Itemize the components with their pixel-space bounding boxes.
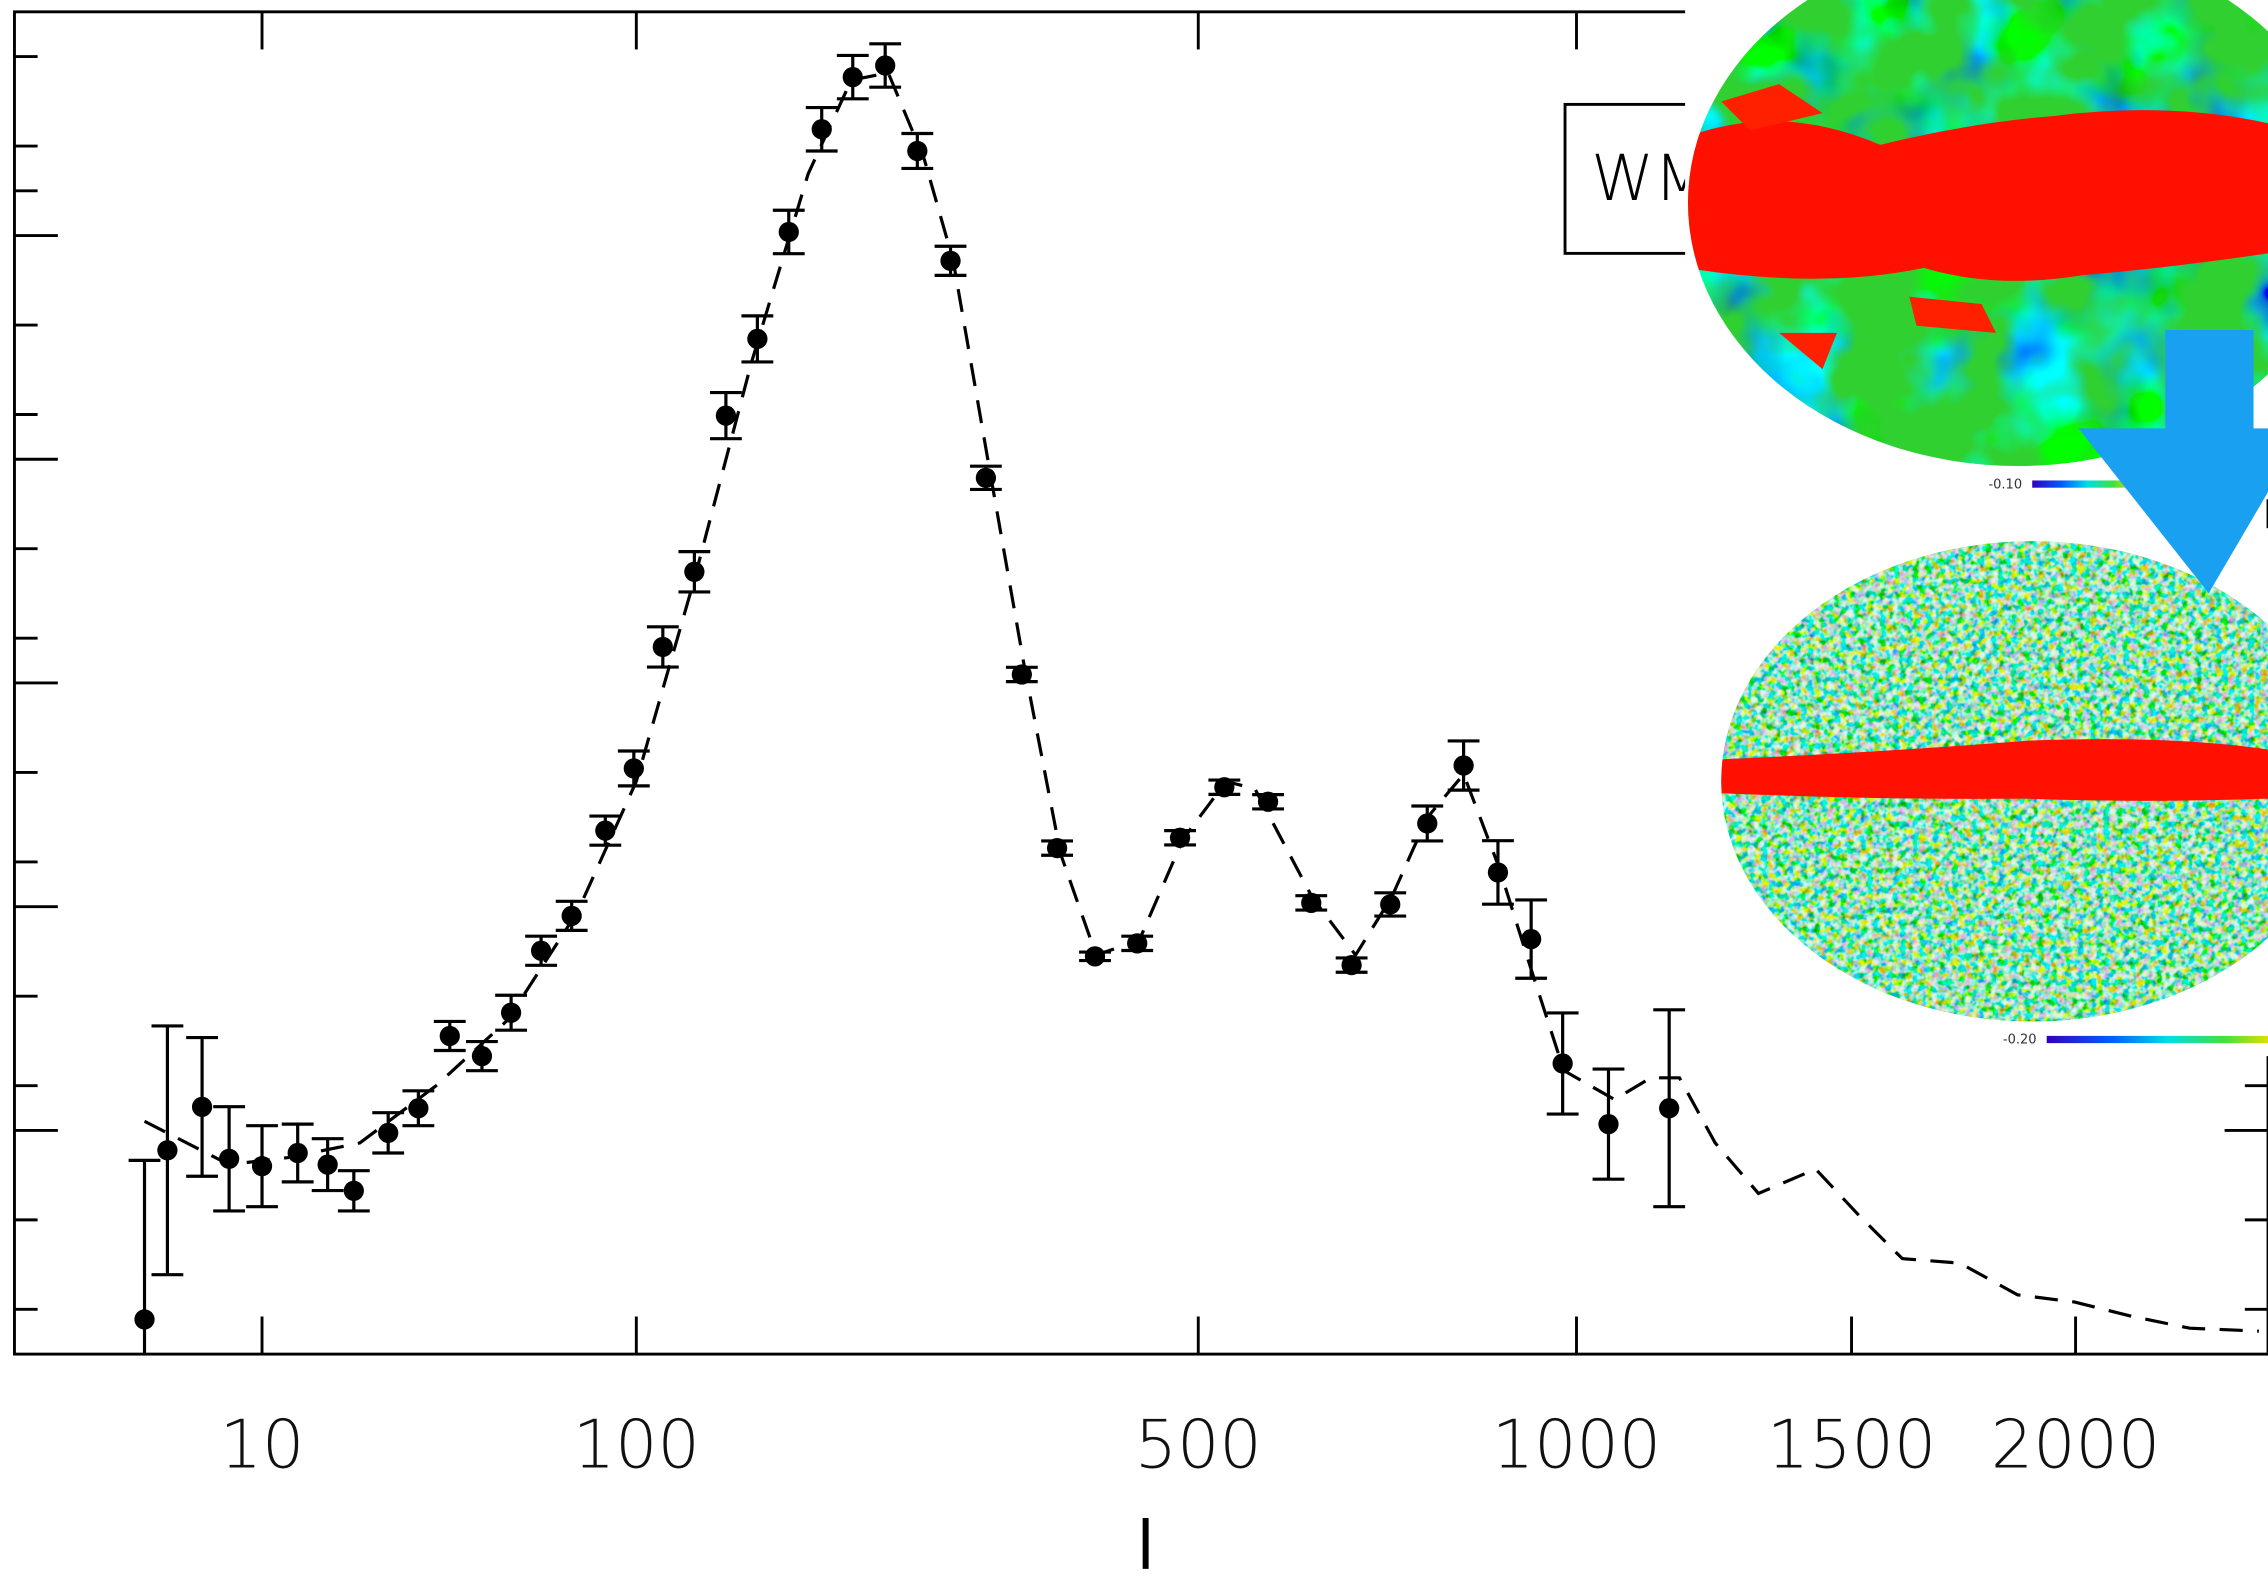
x-tick-label: 1500 — [1767, 1406, 1936, 1484]
colorbar-label: -0.20 — [2003, 1033, 2037, 1048]
x-tick-label: 1000 — [1492, 1406, 1661, 1484]
data-point — [287, 1142, 308, 1164]
colorbar — [2032, 480, 2134, 488]
x-tick-label: 10 — [220, 1406, 305, 1484]
data-point — [1521, 928, 1542, 950]
sky-map-overlay: -0.10 -0.20 — [1685, 0, 2268, 1057]
data-point — [1214, 777, 1235, 798]
data-point — [778, 221, 799, 243]
data-point — [1257, 791, 1279, 812]
data-point — [1011, 664, 1032, 685]
data-point — [907, 140, 928, 162]
data-point — [875, 55, 896, 76]
model-line — [143, 71, 2259, 1333]
data-point — [684, 561, 705, 582]
data-point — [715, 405, 737, 426]
data-point — [378, 1122, 399, 1143]
colorbar-label: -0.10 — [1988, 477, 2022, 492]
arrow — [2078, 330, 2268, 594]
data-point — [940, 250, 961, 271]
sky-map-bottom — [1721, 541, 2268, 1022]
x-axis-label: l — [1136, 1507, 1154, 1580]
data-point — [1453, 755, 1474, 776]
data-point — [408, 1098, 429, 1119]
data-point — [530, 940, 552, 961]
data-point — [134, 1309, 155, 1330]
data-point — [343, 1180, 364, 1201]
x-tick-label: 2000 — [1991, 1406, 2160, 1484]
hot-spots — [1721, 84, 1997, 370]
data-point — [471, 1045, 493, 1067]
plot-area — [128, 42, 2259, 1355]
data-point — [623, 758, 644, 779]
data-point — [652, 636, 673, 658]
data-point — [1380, 894, 1401, 915]
sky-map-top — [1687, 0, 2268, 467]
data-point — [1659, 1098, 1680, 1119]
data-point — [595, 820, 616, 841]
x-tick-label: 500 — [1135, 1406, 1262, 1484]
data-point — [1127, 933, 1148, 954]
x-tick-label: 100 — [573, 1406, 700, 1484]
data-point — [439, 1025, 460, 1047]
data-point — [811, 119, 832, 140]
data-point — [1301, 892, 1322, 914]
data-point — [1552, 1053, 1573, 1074]
data-point — [561, 905, 582, 926]
data-point — [747, 328, 768, 350]
data-point — [1417, 813, 1438, 834]
galactic-band — [1687, 110, 2268, 281]
data-point — [500, 1002, 522, 1023]
data-point — [251, 1156, 273, 1177]
data-point — [1487, 862, 1509, 883]
data-point — [1598, 1114, 1619, 1135]
data-point — [1341, 954, 1362, 976]
data-point — [157, 1140, 178, 1161]
data-point — [1046, 837, 1068, 859]
data-point — [1084, 946, 1106, 967]
data-point — [317, 1154, 338, 1175]
data-point — [218, 1148, 240, 1169]
data-point — [975, 467, 997, 488]
galactic-band — [1721, 739, 2268, 801]
data-point — [842, 67, 863, 88]
colorbar — [2046, 1035, 2268, 1044]
data-point — [1169, 827, 1191, 848]
data-point — [191, 1096, 213, 1118]
